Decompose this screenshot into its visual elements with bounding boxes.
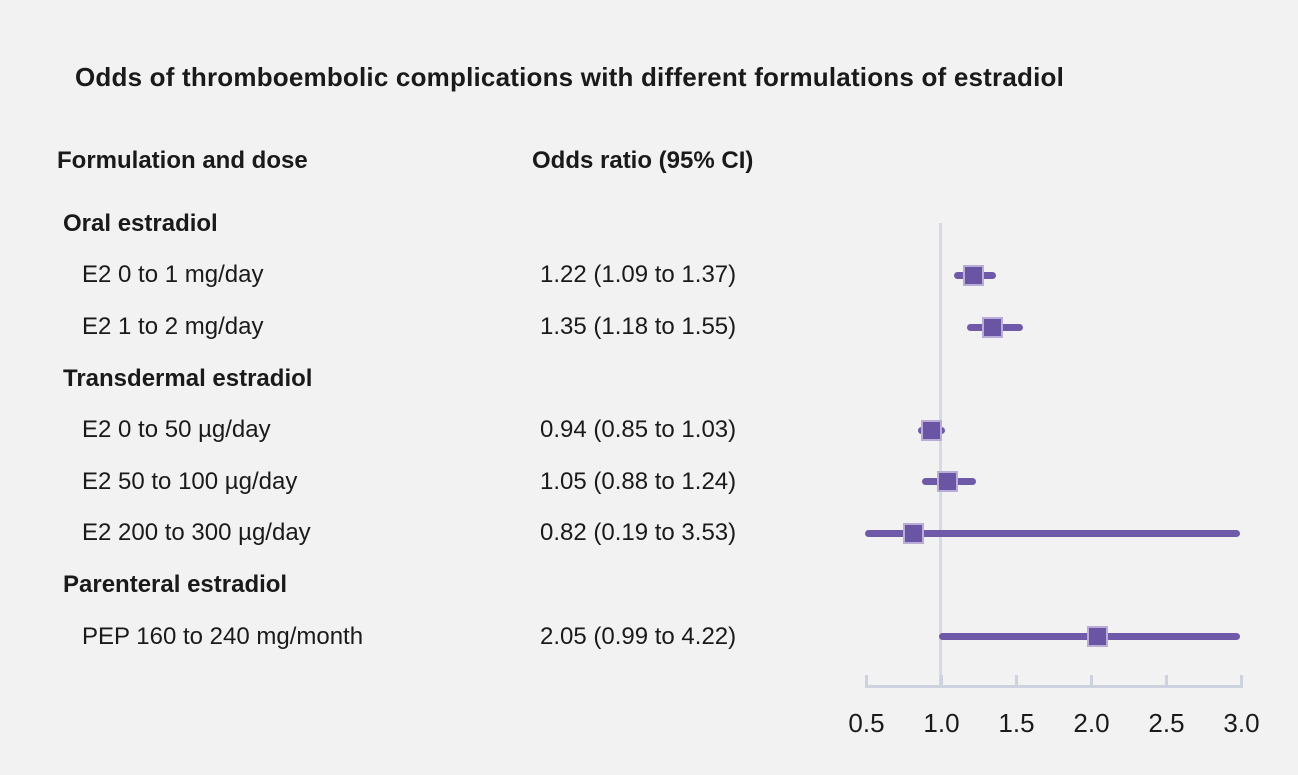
x-axis-tick xyxy=(1165,675,1168,685)
x-axis-tick-label: 0.5 xyxy=(848,708,885,738)
row-odds-ratio-value: 2.05 (0.99 to 4.22) xyxy=(540,622,737,650)
x-axis-tick xyxy=(1090,675,1093,685)
row-odds-ratio-value: 0.94 (0.85 to 1.03) xyxy=(540,416,737,444)
chart-title: Odds of thromboembolic complications wit… xyxy=(75,62,1065,92)
row-section-label: Parenteral estradiol xyxy=(63,571,288,598)
column-header-formulation: Formulation and dose xyxy=(57,147,308,174)
row-item-label: E2 0 to 50 µg/day xyxy=(82,416,271,444)
column-header-odds-ratio: Odds ratio (95% CI) xyxy=(532,147,754,174)
x-axis-tick-label: 2.0 xyxy=(1073,708,1110,738)
odds-ratio-marker xyxy=(902,522,924,544)
x-axis-tick-label: 1.0 xyxy=(923,708,960,738)
x-axis-tick xyxy=(1015,675,1018,685)
row-odds-ratio-value: 1.22 (1.09 to 1.37) xyxy=(540,261,737,289)
odds-ratio-marker xyxy=(982,316,1003,338)
row-item-label: E2 0 to 1 mg/day xyxy=(82,261,264,289)
odds-ratio-marker xyxy=(920,419,942,441)
odds-ratio-marker xyxy=(1087,626,1108,648)
row-item-label: E2 1 to 2 mg/day xyxy=(82,313,264,340)
x-axis-tick xyxy=(940,675,943,685)
x-axis-tick-label: 3.0 xyxy=(1223,708,1260,738)
x-axis-tick xyxy=(1240,675,1243,685)
row-section-label: Transdermal estradiol xyxy=(63,364,313,392)
row-item-label: PEP 160 to 240 mg/month xyxy=(82,622,364,650)
row-item-label: E2 200 to 300 µg/day xyxy=(82,519,311,547)
x-axis-tick xyxy=(865,675,868,685)
confidence-interval-line xyxy=(865,529,1240,537)
odds-ratio-marker xyxy=(962,264,984,286)
row-odds-ratio-value: 1.05 (0.88 to 1.24) xyxy=(540,467,737,495)
odds-ratio-marker xyxy=(937,471,958,493)
row-odds-ratio-value: 0.82 (0.19 to 3.53) xyxy=(540,519,737,547)
x-axis-line xyxy=(865,685,1243,688)
row-section-label: Oral estradiol xyxy=(63,209,218,237)
x-axis-tick-label: 2.5 xyxy=(1148,708,1185,738)
row-item-label: E2 50 to 100 µg/day xyxy=(82,467,298,495)
row-odds-ratio-value: 1.35 (1.18 to 1.55) xyxy=(540,313,737,340)
reference-line xyxy=(938,223,942,685)
x-axis-tick-label: 1.5 xyxy=(998,708,1035,738)
